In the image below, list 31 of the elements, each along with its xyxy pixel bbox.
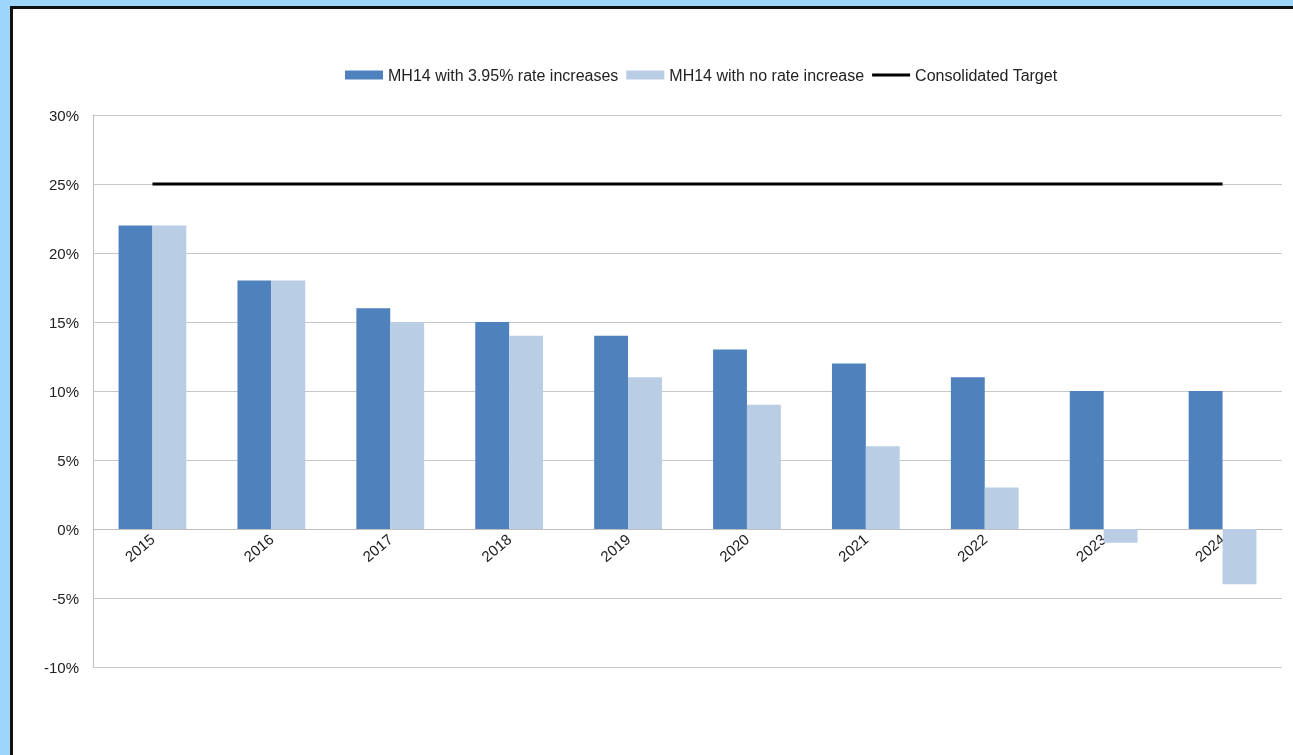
bar [950,377,985,529]
legend-label: MH14 with 3.95% rate increases [388,66,619,84]
bar [390,322,425,529]
bar [152,225,187,529]
bar [628,377,662,529]
y-tick-label: 20% [48,244,79,262]
bar [713,349,747,529]
y-tick-label: -10% [43,658,79,676]
bar [831,363,866,529]
legend-label: Consolidated Target [915,66,1058,84]
y-tick-label: 5% [57,451,79,469]
bar [475,322,510,529]
bar [509,335,544,529]
y-tick-label: 25% [48,175,79,193]
bar [356,308,391,529]
bar [1222,529,1257,585]
bar [271,280,306,529]
bar [984,487,1019,529]
bar [594,335,629,529]
bar [865,446,900,529]
bar [118,225,153,529]
bar [1188,391,1223,529]
y-tick-label: 15% [48,313,79,331]
y-tick-label: 10% [48,382,79,400]
bar [237,280,272,529]
y-tick-label: -5% [52,589,79,607]
y-tick-label: 30% [48,106,79,124]
bar [1069,391,1104,529]
bar [746,404,781,529]
y-tick-label: 0% [57,520,79,538]
legend-label: MH14 with no rate increase [669,66,865,84]
